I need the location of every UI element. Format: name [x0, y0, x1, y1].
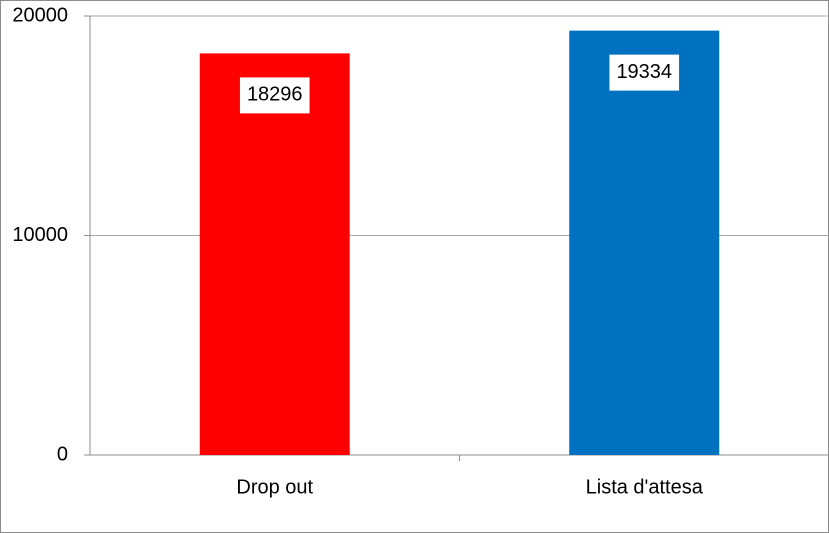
data-label-box [239, 77, 310, 114]
y-tick-label: 10000 [12, 224, 68, 246]
bar [199, 53, 350, 455]
bar [569, 30, 720, 455]
y-tick-label: 0 [57, 443, 68, 465]
x-tick-label: Drop out [236, 476, 313, 498]
data-label: 19334 [616, 61, 672, 83]
data-label-box [609, 54, 680, 91]
data-label: 18296 [247, 84, 303, 106]
x-tick-label: Lista d'attesa [586, 476, 704, 498]
y-tick-label: 20000 [12, 4, 68, 26]
